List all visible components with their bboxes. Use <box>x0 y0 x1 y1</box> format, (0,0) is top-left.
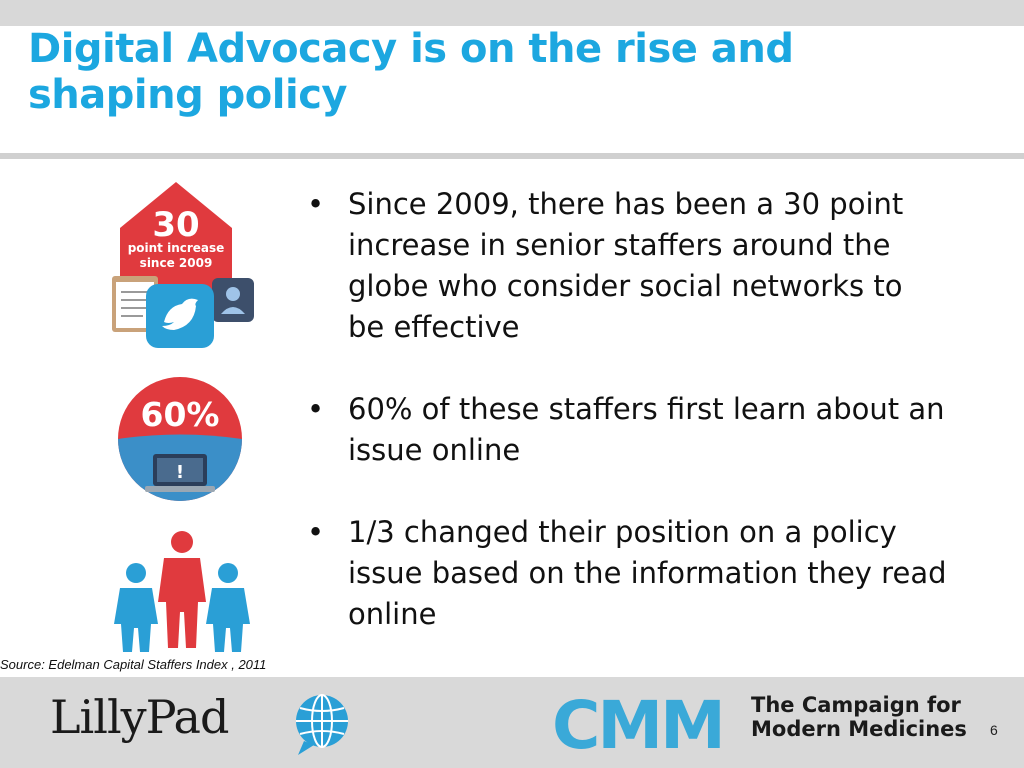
person-center-head <box>171 531 193 553</box>
sixty-percent: 60% <box>141 395 220 434</box>
slide-title: Digital Advocacy is on the rise and shap… <box>28 26 794 118</box>
person-left-body <box>114 588 158 652</box>
campaign-line-2: Modern Medicines <box>751 717 967 741</box>
campaign-logo-text: The Campaign for Modern Medicines <box>751 693 967 741</box>
cmm-logo: CMM <box>552 687 737 764</box>
since-2009-label: since 2009 <box>140 256 213 270</box>
point-increase-label: point increase <box>128 241 225 255</box>
alert-exclamation: ! <box>176 462 184 483</box>
title-divider <box>0 153 1024 159</box>
clipboard-twitter-profile-icon: 30 point increase since 2009 <box>108 180 268 355</box>
bullet-item: 60% of these staffers first learn about … <box>307 389 947 471</box>
person-center-body <box>158 558 206 648</box>
page-number: 6 <box>990 722 998 738</box>
laptop-alert-icon: 60% ! <box>115 374 245 504</box>
people-group-icon <box>108 528 258 653</box>
globe-speech-bubble-icon <box>290 691 354 757</box>
bullet-list: Since 2009, there has been a 30 point in… <box>307 184 947 635</box>
cmm-logo-text: CMM <box>552 692 723 756</box>
lillypad-logo-text: LillyPad <box>50 690 229 744</box>
footer-bar <box>0 677 1024 768</box>
thirty-number: 30 <box>152 205 199 245</box>
campaign-line-1: The Campaign for <box>751 693 961 717</box>
red-house-shape <box>120 182 232 290</box>
person-left-head <box>126 563 146 583</box>
bullet-item: 1/3 changed their position on a policy i… <box>307 512 947 635</box>
top-band <box>0 0 1024 26</box>
person-right-head <box>218 563 238 583</box>
source-citation: Source: Edelman Capital Staffers Index ,… <box>0 657 267 672</box>
bullet-item: Since 2009, there has been a 30 point in… <box>307 184 947 348</box>
person-right-body <box>206 588 250 652</box>
laptop-base <box>145 486 215 492</box>
